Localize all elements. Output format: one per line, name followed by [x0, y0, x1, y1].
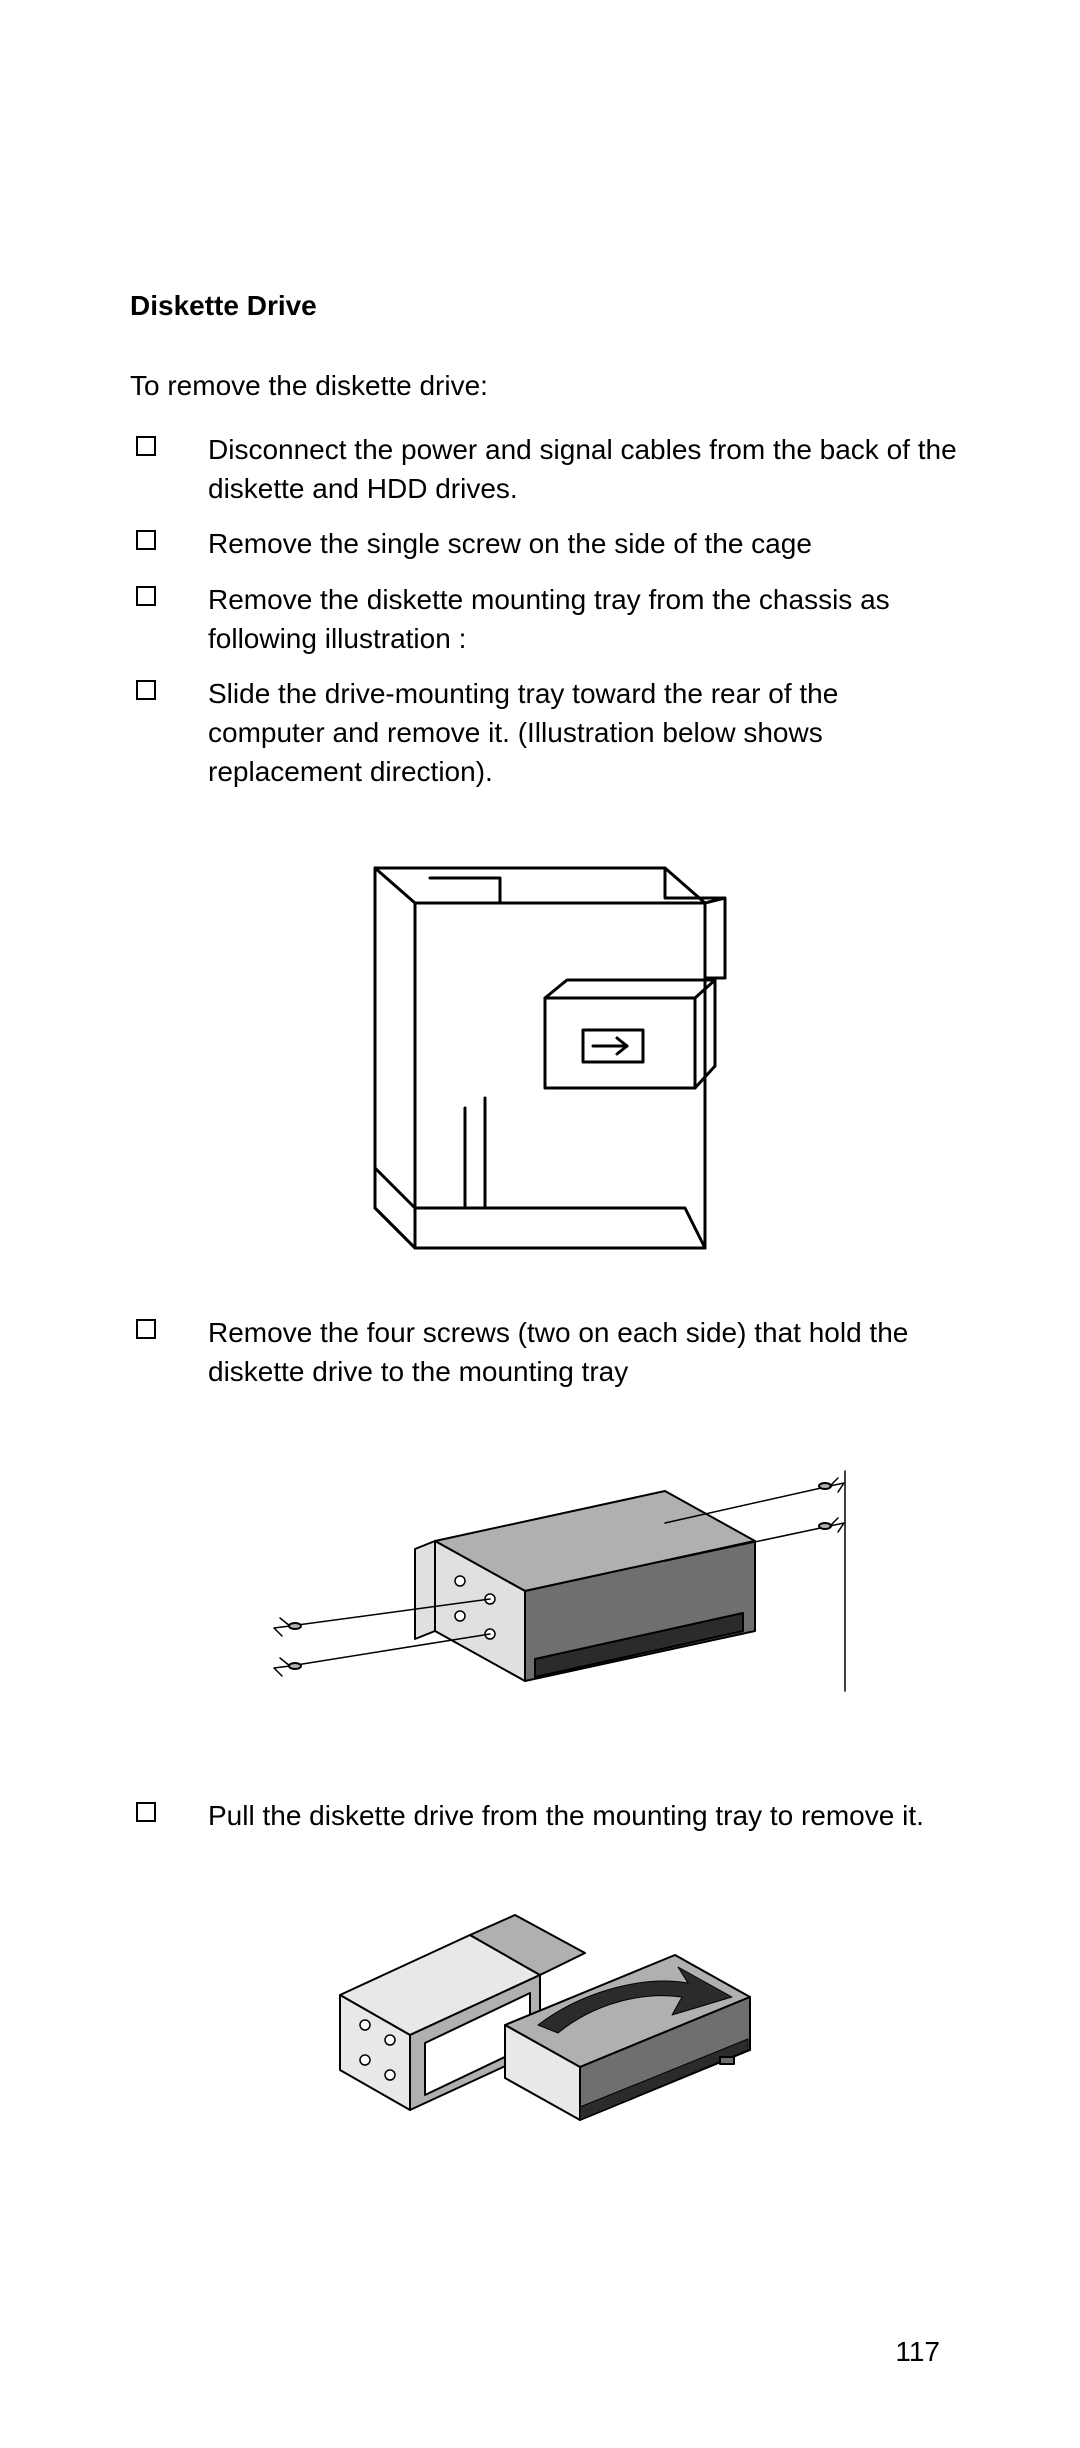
chassis-svg	[315, 848, 775, 1268]
page: Diskette Drive To remove the diskette dr…	[0, 0, 1080, 2448]
figure-chassis	[130, 848, 960, 1273]
bullet-item: Pull the diskette drive from the mountin…	[130, 1796, 960, 1835]
page-number: 117	[895, 2336, 940, 2368]
checkbox-icon	[136, 586, 156, 606]
figure-drive-pull	[130, 1875, 960, 2160]
bullet-item: Remove the diskette mounting tray from t…	[130, 580, 960, 658]
bullet-text: Pull the diskette drive from the mountin…	[208, 1796, 960, 1835]
bullet-item: Remove the single screw on the side of t…	[130, 524, 960, 563]
bullet-text: Disconnect the power and signal cables f…	[208, 430, 960, 508]
bullet-list-c: Pull the diskette drive from the mountin…	[130, 1796, 960, 1835]
drive-pull-svg	[280, 1875, 810, 2155]
bullet-item: Disconnect the power and signal cables f…	[130, 430, 960, 508]
bullet-item: Remove the four screws (two on each side…	[130, 1313, 960, 1391]
checkbox-icon	[136, 1319, 156, 1339]
checkbox-icon	[136, 1802, 156, 1822]
intro-text: To remove the diskette drive:	[130, 370, 960, 402]
figure-tray-screws	[130, 1431, 960, 1756]
bullet-text: Remove the diskette mounting tray from t…	[208, 580, 960, 658]
checkbox-icon	[136, 680, 156, 700]
bullet-text: Slide the drive-mounting tray toward the…	[208, 674, 960, 792]
checkbox-icon	[136, 436, 156, 456]
bullet-list-a: Disconnect the power and signal cables f…	[130, 430, 960, 792]
bullet-text: Remove the single screw on the side of t…	[208, 524, 960, 563]
bullet-item: Slide the drive-mounting tray toward the…	[130, 674, 960, 792]
checkbox-icon	[136, 530, 156, 550]
section-heading: Diskette Drive	[130, 290, 960, 322]
bullet-list-b: Remove the four screws (two on each side…	[130, 1313, 960, 1391]
bullet-text: Remove the four screws (two on each side…	[208, 1313, 960, 1391]
tray-screws-svg	[235, 1431, 855, 1751]
